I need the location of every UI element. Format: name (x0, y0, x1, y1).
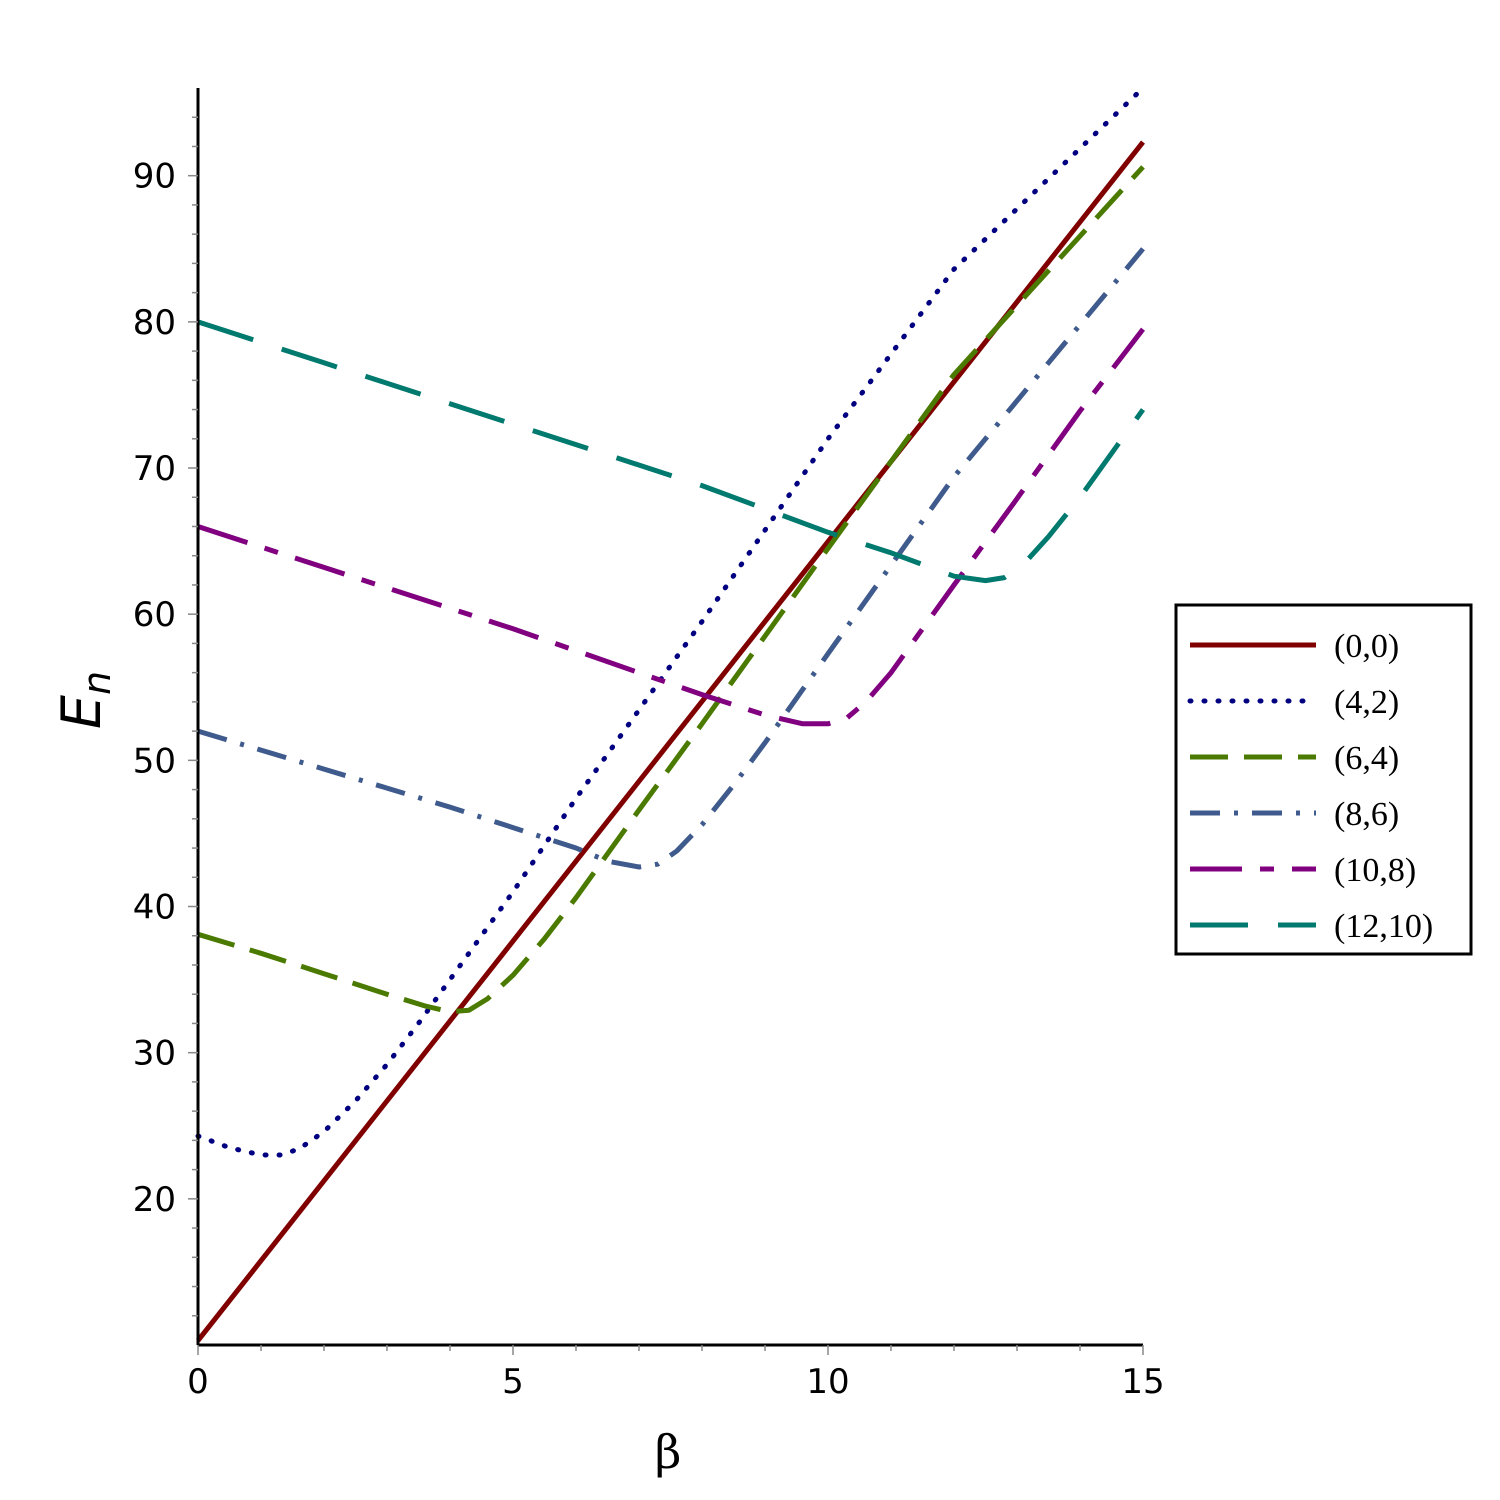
y-tick-label: 20 (133, 1180, 176, 1220)
y-tick-label: 50 (133, 741, 176, 781)
x-tick-label: 10 (806, 1362, 849, 1402)
legend-label-1: (4,2) (1334, 684, 1399, 721)
y-tick-label: 40 (133, 888, 176, 928)
svg-text:En: En (50, 671, 119, 729)
legend-items: (0,0) (4,2) (6,4) (8,6) (10,8) (12,10) (1187, 628, 1433, 945)
series-line-0 (196, 140, 1145, 1343)
y-axis-title-subscript: n (75, 671, 119, 695)
y-tick-label: 90 (133, 157, 176, 197)
legend-frame (1174, 603, 1473, 956)
series-line-5 (197, 319, 1146, 584)
legend-label-2: (6,4) (1334, 740, 1399, 777)
series-layer (195, 85, 1146, 1343)
x-tick-label: 0 (187, 1362, 209, 1402)
legend-label-3: (8,6) (1334, 796, 1399, 833)
series-line-2 (197, 165, 1145, 1015)
ticks: 0 5 10 15 20 30 40 50 60 70 80 90 (133, 116, 1165, 1402)
x-axis-title: β (655, 1425, 682, 1479)
y-axis-title: En (50, 671, 119, 729)
legend-label-0: (0,0) (1334, 628, 1399, 665)
x-tick-label: 5 (502, 1362, 524, 1402)
x-tick-label: 15 (1121, 1362, 1164, 1402)
axes (196, 88, 1143, 1347)
series-line-1 (195, 85, 1146, 1158)
legend-label-4: (10,8) (1334, 852, 1416, 889)
series-line-4 (197, 327, 1145, 727)
y-tick-label: 60 (133, 595, 176, 635)
legend: (0,0) (4,2) (6,4) (8,6) (10,8) (12,10) (1174, 603, 1473, 956)
y-tick-label: 80 (133, 303, 176, 343)
y-tick-label: 70 (133, 449, 176, 489)
y-axis-title-main: E (50, 694, 113, 729)
y-tick-label: 30 (133, 1034, 176, 1074)
legend-label-5: (12,10) (1334, 908, 1433, 945)
series-line-3 (197, 247, 1145, 870)
